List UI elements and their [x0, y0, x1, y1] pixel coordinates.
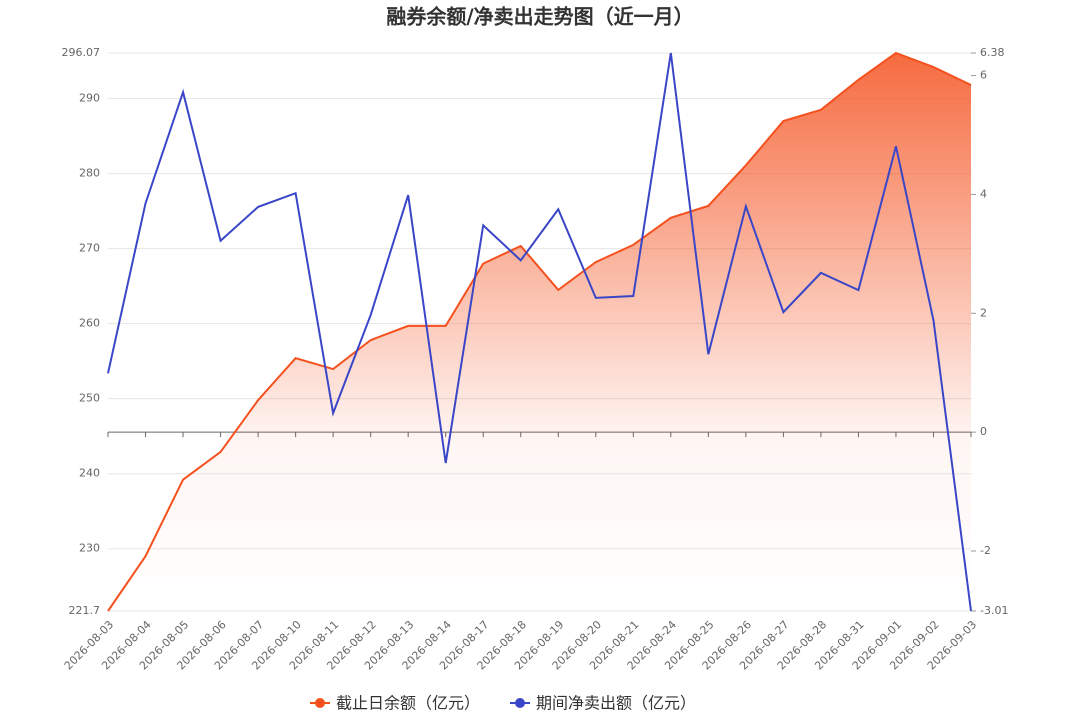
y-tick-label: 230: [79, 542, 100, 555]
y2-tick-label: 2: [980, 306, 987, 319]
line: [107, 51, 972, 612]
area: [108, 53, 971, 611]
y2-tick-label: 6: [980, 69, 987, 82]
y2-tick-label: -2: [980, 544, 991, 557]
y-tick-label: 270: [79, 242, 100, 255]
line: [107, 52, 972, 612]
y-tick-label: 250: [79, 392, 100, 405]
y2-tick-label: 6.38: [980, 46, 1005, 59]
y2-tick-label: -3.01: [980, 604, 1008, 617]
y-tick-label: 240: [79, 467, 100, 480]
y2-tick-label: 4: [980, 187, 987, 200]
y-tick-label: 296.07: [62, 46, 101, 59]
legend-label: 截止日余额（亿元）: [336, 694, 480, 713]
y-tick-label: 280: [79, 167, 100, 180]
legend-marker: [315, 698, 325, 708]
y-tick-label: 221.7: [69, 604, 101, 617]
y2-tick-label: 0: [980, 425, 987, 438]
chart-title: 融券余额/净卖出走势图（近一月）: [386, 5, 693, 29]
legend-label: 期间净卖出额（亿元）: [536, 694, 696, 713]
y-tick-label: 260: [79, 317, 100, 330]
legend-marker: [515, 698, 526, 708]
y-tick-label: 290: [79, 92, 100, 105]
